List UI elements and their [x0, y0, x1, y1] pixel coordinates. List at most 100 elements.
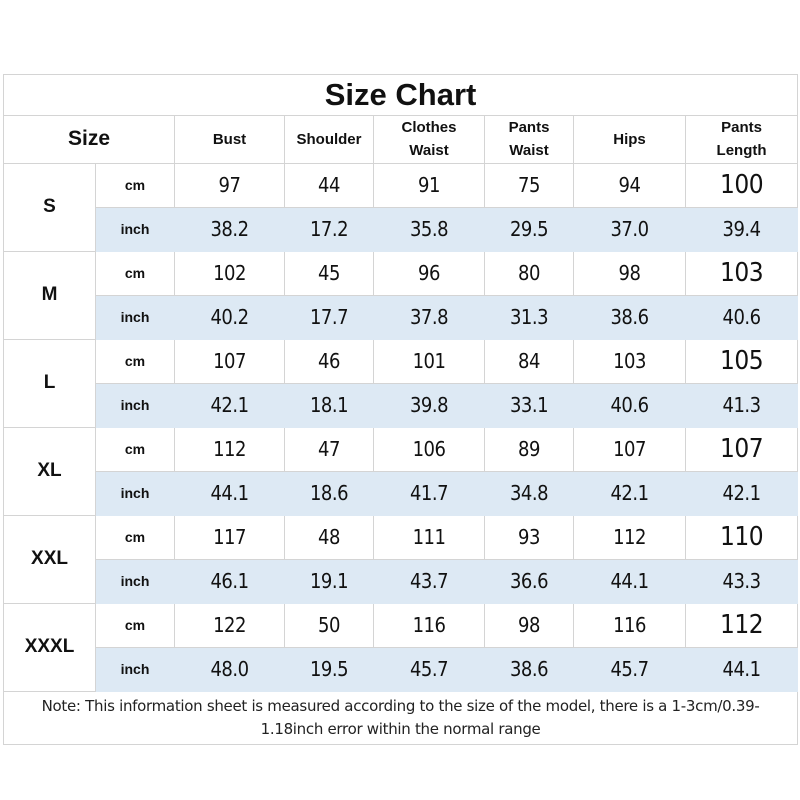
unit-label: cm: [95, 602, 175, 648]
value-cell: 45.7: [573, 646, 686, 692]
value-cell: 34.8: [484, 470, 574, 516]
value-cell: 48: [284, 514, 374, 560]
column-header: Bust: [174, 115, 285, 164]
value-cell: 17.2: [284, 206, 374, 252]
value-cell: 41.3: [684, 382, 799, 428]
value-cell: 112: [174, 426, 285, 472]
unit-label: cm: [95, 250, 175, 296]
unit-label: inch: [95, 382, 175, 428]
unit-label: inch: [95, 470, 175, 516]
value-cell: 37.8: [373, 294, 485, 340]
value-cell: 44.1: [174, 470, 285, 516]
value-cell: 122: [174, 602, 285, 648]
value-cell: 38.6: [573, 294, 686, 340]
table-row: inch 48.0 19.5 45.7 38.6 45.7 44.1: [4, 646, 799, 692]
value-cell: 40.6: [573, 382, 686, 428]
value-cell: 31.3: [484, 294, 574, 340]
value-cell: 40.2: [174, 294, 285, 340]
unit-label: inch: [95, 294, 175, 340]
unit-label: cm: [95, 162, 175, 208]
size-label: L: [3, 338, 96, 428]
chart-title: Size Chart: [2, 74, 799, 116]
value-cell: 19.5: [284, 646, 374, 692]
value-cell: 107: [174, 338, 285, 384]
value-cell: 37.0: [573, 206, 686, 252]
table-row: inch 38.2 17.2 35.8 29.5 37.0 39.4: [4, 206, 799, 252]
value-cell: 42.1: [684, 470, 799, 516]
value-cell: 103: [684, 250, 799, 296]
column-header: Hips: [573, 115, 686, 164]
value-cell: 42.1: [174, 382, 285, 428]
value-cell: 42.1: [573, 470, 686, 516]
value-cell: 101: [373, 338, 485, 384]
size-chart-table: Size Chart Size Bust Shoulder Clothes Waist…: [2, 74, 799, 745]
unit-label: inch: [95, 646, 175, 692]
value-cell: 39.8: [373, 382, 485, 428]
unit-label: cm: [95, 426, 175, 472]
value-cell: 107: [573, 426, 686, 472]
unit-label: cm: [95, 514, 175, 560]
value-cell: 112: [684, 602, 799, 648]
column-header: Pants Length: [684, 115, 799, 164]
value-cell: 18.1: [284, 382, 374, 428]
value-cell: 35.8: [373, 206, 485, 252]
value-cell: 100: [684, 162, 799, 208]
unit-label: inch: [95, 206, 175, 252]
size-header: Size: [3, 115, 175, 164]
table-row: XL cm 112 47 106 89 107 107: [3, 426, 799, 516]
unit-label: inch: [95, 558, 175, 604]
value-cell: 41.7: [373, 470, 485, 516]
column-header-line: Bust: [212, 130, 247, 148]
table-row: inch 44.1 18.6 41.7 34.8 42.1 42.1: [4, 470, 799, 516]
value-cell: 43.7: [373, 558, 485, 604]
column-header-line: Hips: [613, 130, 646, 148]
size-label: XXXL: [3, 602, 96, 692]
value-cell: 112: [573, 514, 686, 560]
column-header: Clothes Waist: [373, 115, 485, 164]
value-cell: 39.4: [684, 206, 799, 252]
value-cell: 107: [684, 426, 799, 472]
value-cell: 18.6: [284, 470, 374, 516]
value-cell: 33.1: [484, 382, 574, 428]
size-label: M: [3, 250, 96, 340]
value-cell: 44.1: [573, 558, 686, 604]
value-cell: 29.5: [484, 206, 574, 252]
column-header-line: Pants: [721, 119, 762, 136]
value-cell: 45.7: [373, 646, 485, 692]
value-cell: 50: [284, 602, 374, 648]
value-cell: 106: [373, 426, 485, 472]
column-header: Shoulder: [284, 115, 374, 164]
value-cell: 48.0: [174, 646, 285, 692]
value-cell: 102: [174, 250, 285, 296]
value-cell: 40.6: [684, 294, 799, 340]
column-header-line: Length: [716, 142, 767, 160]
table-row: inch 40.2 17.7 37.8 31.3 38.6 40.6: [4, 294, 799, 340]
table-row: XXL cm 117 48 111 93 112 110: [3, 514, 799, 604]
value-cell: 89: [484, 426, 574, 472]
value-cell: 98: [484, 602, 574, 648]
value-cell: 17.7: [284, 294, 374, 340]
value-cell: 103: [573, 338, 686, 384]
value-cell: 116: [573, 602, 686, 648]
value-cell: 96: [373, 250, 485, 296]
value-cell: 93: [484, 514, 574, 560]
value-cell: 46.1: [174, 558, 285, 604]
value-cell: 94: [573, 162, 686, 208]
value-cell: 80: [484, 250, 574, 296]
column-header-line: Waist: [509, 142, 549, 160]
value-cell: 91: [373, 162, 485, 208]
value-cell: 38.6: [484, 646, 574, 692]
table-row: inch 42.1 18.1 39.8 33.1 40.6 41.3: [4, 382, 799, 428]
size-label: XXL: [3, 514, 96, 604]
value-cell: 45: [284, 250, 374, 296]
value-cell: 19.1: [284, 558, 374, 604]
note-text: Note: This information sheet is measured…: [2, 690, 799, 745]
value-cell: 111: [373, 514, 485, 560]
value-cell: 47: [284, 426, 374, 472]
column-header-line: Shoulder: [296, 130, 362, 148]
column-header-line: Clothes: [401, 119, 457, 136]
value-cell: 97: [174, 162, 285, 208]
